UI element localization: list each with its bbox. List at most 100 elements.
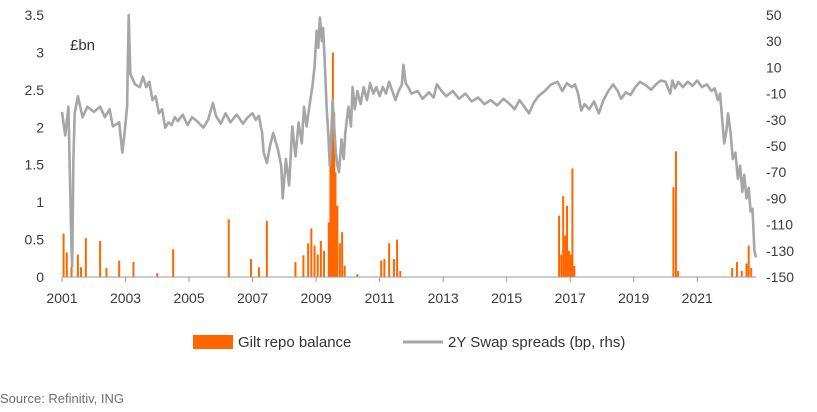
- repo-bar: [84, 238, 87, 277]
- repo-bar: [323, 250, 326, 277]
- right-tick-label: -90: [766, 190, 786, 206]
- x-tick-label: 2009: [301, 290, 332, 306]
- repo-bar: [745, 263, 748, 277]
- x-tick-label: 2015: [491, 290, 522, 306]
- repo-bar: [70, 266, 73, 277]
- repo-bar: [380, 260, 383, 277]
- right-tick-label: -10: [766, 86, 786, 102]
- repo-bar: [327, 222, 330, 277]
- repo-bar: [319, 241, 322, 277]
- repo-bar: [750, 268, 753, 277]
- legend-swap-label: 2Y Swap spreads (bp, rhs): [448, 334, 625, 351]
- x-tick-label: 2021: [682, 290, 713, 306]
- repo-bars: [62, 52, 753, 278]
- repo-bar: [132, 262, 135, 277]
- right-tick-label: -150: [766, 269, 794, 285]
- legend-repo-swatch: [193, 335, 233, 349]
- repo-bar: [399, 271, 402, 277]
- repo-bar: [227, 219, 230, 277]
- repo-bar: [731, 268, 734, 277]
- repo-bar: [265, 220, 268, 277]
- repo-bar: [672, 187, 675, 277]
- repo-bar: [341, 232, 344, 277]
- x-tick-label: 2017: [555, 290, 586, 306]
- repo-bar: [388, 243, 391, 277]
- unit-label: £bn: [70, 37, 95, 54]
- repo-bar: [674, 151, 677, 277]
- left-tick-label: 1.5: [25, 157, 45, 173]
- right-tick-label: -70: [766, 164, 786, 180]
- repo-bar: [740, 271, 743, 277]
- x-tick-label: 2013: [428, 290, 459, 306]
- repo-bar: [567, 250, 570, 277]
- right-tick-label: -50: [766, 138, 786, 154]
- repo-bar: [76, 254, 79, 277]
- repo-bar: [343, 265, 346, 277]
- repo-bar: [310, 228, 313, 277]
- right-tick-label: 30: [766, 33, 782, 49]
- repo-bar: [65, 252, 68, 277]
- repo-bar: [105, 268, 108, 277]
- repo-bar: [558, 215, 561, 277]
- repo-bar: [331, 52, 334, 277]
- repo-bar: [172, 249, 175, 277]
- right-tick-label: -30: [766, 112, 786, 128]
- left-tick-label: 2: [36, 119, 44, 135]
- left-tick-label: 1: [36, 194, 44, 210]
- x-tick-label: 2011: [365, 290, 395, 306]
- repo-bar: [316, 254, 319, 277]
- repo-bar: [392, 259, 395, 277]
- repo-bar: [334, 172, 337, 277]
- repo-bar: [336, 205, 339, 277]
- repo-bar: [257, 267, 260, 277]
- repo-bar: [573, 265, 576, 277]
- repo-bar: [571, 168, 574, 277]
- right-tick-label: 50: [766, 7, 782, 23]
- repo-bar: [747, 245, 750, 277]
- repo-bar: [338, 243, 341, 277]
- right-tick-label: -110: [766, 217, 793, 233]
- repo-bar: [302, 255, 305, 277]
- left-tick-label: 3: [36, 44, 44, 60]
- repo-bar: [62, 233, 65, 277]
- right-axis-ticks: 50 30 10 -10 -30 -50 -70 -90 -110 -130 -150: [766, 7, 794, 285]
- swap-spread-line: [60, 13, 758, 268]
- repo-bar: [80, 267, 83, 277]
- legend: Gilt repo balance 2Y Swap spreads (bp, r…: [193, 334, 625, 351]
- repo-bar: [560, 254, 563, 277]
- left-tick-label: 0: [36, 269, 44, 285]
- repo-bar: [118, 260, 121, 277]
- source-note: Source: Refinitiv, ING: [0, 391, 125, 406]
- x-tick-label: 2005: [173, 290, 204, 306]
- right-tick-label: -130: [766, 243, 794, 259]
- x-tick-label: 2003: [110, 290, 141, 306]
- repo-bar: [566, 205, 569, 277]
- repo-bar: [564, 235, 567, 277]
- left-tick-label: 3.5: [25, 7, 45, 23]
- repo-bar: [383, 259, 386, 277]
- right-tick-label: 10: [766, 59, 782, 75]
- legend-repo-label: Gilt repo balance: [238, 334, 351, 351]
- repo-bar: [294, 262, 297, 277]
- repo-bar: [329, 164, 332, 277]
- repo-bar: [156, 273, 159, 277]
- repo-bar: [396, 239, 399, 277]
- x-tick-label: 2001: [46, 290, 77, 306]
- left-axis-ticks: 0 0.5 1 1.5 2 2.5 3 3.5: [25, 7, 45, 285]
- left-tick-label: 2.5: [25, 82, 45, 98]
- x-tick-label: 2019: [618, 290, 649, 306]
- repo-bar: [356, 274, 359, 277]
- repo-bar: [249, 259, 252, 277]
- repo-bar: [313, 245, 316, 277]
- repo-bar: [333, 112, 336, 277]
- repo-bar: [735, 262, 738, 277]
- x-axis-ticks: 2001 2003 2005 2007 2009 2011 2013 2015 2017 2019…: [46, 277, 713, 306]
- repo-bar: [562, 196, 565, 277]
- left-tick-label: 0.5: [25, 232, 45, 248]
- x-tick-label: 2007: [237, 290, 268, 306]
- repo-bar: [99, 241, 102, 277]
- repo-bar: [677, 271, 680, 277]
- repo-bar: [569, 254, 572, 277]
- repo-bar: [307, 243, 310, 277]
